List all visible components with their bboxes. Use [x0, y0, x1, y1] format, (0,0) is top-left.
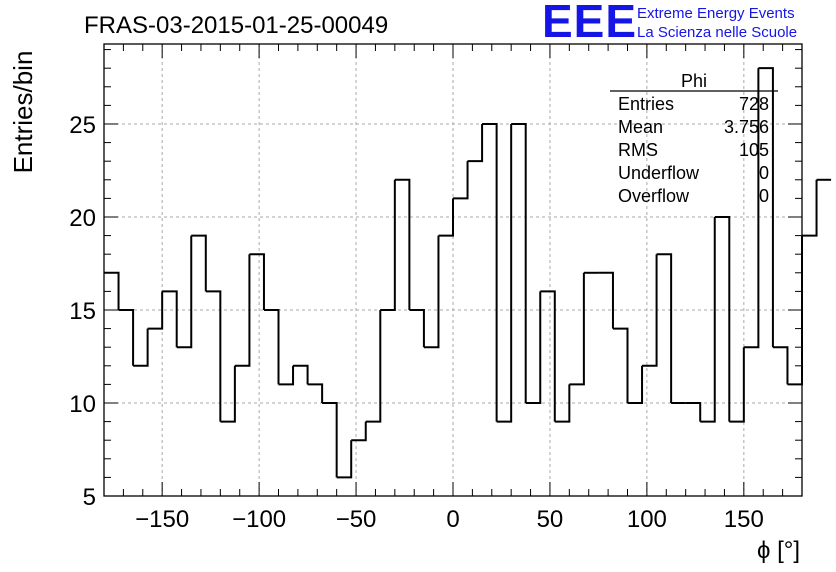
histogram-bin	[525, 291, 542, 404]
histogram-bin	[772, 346, 789, 385]
stats-box-title: Phi	[681, 71, 707, 91]
histogram-bin	[205, 290, 222, 422]
histogram-bin	[569, 272, 585, 386]
stats-row-value: 3.756	[724, 117, 769, 137]
histogram-bin	[554, 384, 571, 423]
histogram-bin	[278, 365, 295, 386]
stats-box-rows: Entries 728 Mean 3.756 RMS 105 Underflow 0 Overf…	[618, 94, 769, 206]
histogram-bin	[802, 179, 818, 237]
histogram-bin	[118, 308, 135, 366]
stats-row-value: 728	[739, 94, 769, 114]
histogram-bin	[409, 308, 425, 348]
stats-row-value: 0	[759, 186, 769, 206]
histogram-bin	[220, 365, 236, 423]
x-tick-label: −100	[232, 506, 286, 533]
histogram-bin	[453, 161, 469, 200]
histogram-bin	[482, 122, 498, 422]
histogram-bin	[642, 254, 658, 367]
y-tick-label: 25	[69, 112, 96, 139]
logo-line-2: La Scienza nelle Scuole	[637, 24, 798, 41]
histogram-bin	[758, 67, 774, 348]
stats-row-label: RMS	[618, 140, 658, 160]
histogram-bin	[467, 123, 484, 163]
histogram-bin	[307, 383, 324, 403]
chart-title: FRAS-03-2015-01-25-00049	[84, 12, 388, 39]
eee-logo-caption: Extreme Energy Events La Scienza nelle S…	[637, 4, 797, 42]
y-tick-labels: 5 10 15 20 25	[69, 112, 96, 511]
histogram-bin	[787, 235, 803, 386]
histogram-bin	[612, 327, 629, 403]
x-tick-label: 0	[446, 506, 459, 533]
stats-row-value: 105	[739, 140, 769, 160]
histogram-bin	[729, 347, 745, 423]
y-tick-label: 20	[69, 205, 96, 232]
histogram-bin	[104, 271, 120, 310]
histogram-bin	[133, 328, 149, 367]
y-axis-label: Entries/bin	[8, 51, 38, 174]
histogram-bin	[743, 68, 760, 349]
histogram-bin	[423, 235, 440, 349]
x-tick-label: 100	[627, 506, 667, 533]
x-axis-label: ϕ [°]	[757, 537, 800, 564]
stats-box: Phi Entries 728 Mean 3.756 RMS 105 Underflow 0 O…	[610, 71, 778, 206]
y-tick-label: 10	[69, 391, 96, 418]
x-tick-label: 50	[537, 506, 564, 533]
histogram-bin	[714, 215, 731, 422]
histogram-bin	[162, 290, 178, 348]
stats-row-label: Entries	[618, 94, 674, 114]
histogram-bin	[191, 234, 207, 292]
histogram-bin	[496, 123, 513, 423]
x-tick-label: 150	[724, 506, 764, 533]
x-tick-label: −50	[336, 506, 377, 533]
histogram-bin	[540, 290, 556, 422]
histogram-bin	[234, 254, 251, 367]
histogram-bin	[147, 291, 164, 330]
histogram-bins	[104, 67, 832, 479]
axis-ticks	[103, 44, 803, 497]
histogram-bin	[627, 365, 644, 404]
stats-row-label: Underflow	[618, 163, 700, 183]
histogram-bin	[293, 364, 309, 385]
x-tick-label: −150	[135, 506, 189, 533]
histogram-bin	[598, 271, 614, 329]
histogram-bin	[263, 308, 280, 385]
histogram-bin	[380, 179, 396, 311]
stats-row-value: 0	[759, 163, 769, 183]
stats-row-label: Overflow	[618, 186, 690, 206]
histogram-bin	[249, 253, 265, 310]
y-tick-label: 5	[83, 484, 96, 511]
histogram-bin	[365, 309, 382, 423]
histogram-bin	[511, 122, 527, 403]
eee-logo: EEE	[542, 0, 638, 47]
histogram-bin	[656, 253, 673, 403]
histogram-bin	[394, 178, 411, 310]
histogram-bin	[322, 401, 338, 478]
y-tick-label: 15	[69, 298, 96, 325]
histogram-bin	[176, 235, 193, 349]
histogram-bin	[336, 440, 353, 479]
histogram-bin	[685, 401, 702, 422]
histogram-bin	[700, 216, 716, 423]
stats-row-label: Mean	[618, 117, 663, 137]
histogram-bin	[438, 198, 454, 237]
x-tick-labels: −150 −100 −50 0 50 100 150	[135, 506, 764, 533]
grid-lines	[104, 44, 802, 496]
histogram-bin	[351, 421, 367, 442]
logo-line-1: Extreme Energy Events	[637, 5, 795, 22]
